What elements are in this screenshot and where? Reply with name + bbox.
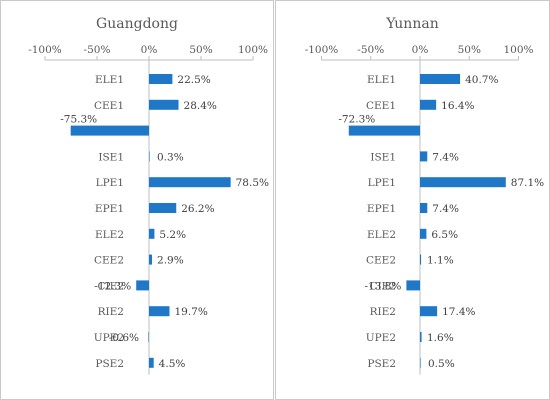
bar-guangdong-upe2	[148, 332, 149, 342]
data-label-cee1: 16.4%	[441, 100, 474, 112]
data-label-ele1: 22.5%	[177, 74, 210, 86]
chart-frame	[0, 0, 274, 400]
bar-yunnan-rie2	[420, 306, 438, 317]
chart-frame	[275, 0, 550, 400]
data-label-upe2: 1.6%	[427, 332, 454, 344]
category-label-cie2: CIE2	[97, 280, 124, 292]
data-label-lpe1: 78.5%	[236, 177, 269, 189]
data-label-pse2: 0.5%	[428, 358, 455, 370]
category-label-ele1: ELE1	[95, 74, 124, 86]
category-label-upe2: UPE2	[94, 332, 124, 344]
data-label-ele2: 6.5%	[431, 229, 458, 241]
category-label-ise1: ISE1	[370, 151, 396, 163]
bar-guangdong-cee2	[149, 254, 153, 265]
bar-guangdong-cie1	[70, 125, 149, 136]
bar-guangdong-cie2	[136, 280, 149, 291]
bar-guangdong-ele2	[149, 228, 155, 239]
bar-yunnan-cee1	[420, 99, 437, 110]
bar-yunnan-lpe1	[420, 177, 506, 188]
data-label-cee2: 1.1%	[427, 255, 454, 267]
data-label-lpe1: 87.1%	[511, 177, 544, 189]
category-label-pse2: PSE2	[95, 358, 124, 370]
bar-yunnan-cee2	[420, 254, 422, 265]
x-tick-label: 0%	[141, 44, 158, 56]
data-label-ise1: 7.4%	[432, 151, 459, 163]
data-label-ele1: 40.7%	[465, 74, 498, 86]
x-tick-label: -50%	[357, 44, 384, 56]
data-label-cie1: -72.3%	[338, 114, 375, 126]
category-label-cee2: CEE2	[94, 255, 124, 267]
bar-guangdong-rie2	[149, 306, 170, 317]
data-label-pse2: 4.5%	[159, 358, 186, 370]
bar-guangdong-cee1	[149, 99, 179, 110]
category-label-ele1: ELE1	[367, 74, 396, 86]
data-label-upe2: -0.6%	[109, 332, 139, 344]
category-label-lpe1: LPE1	[96, 177, 124, 189]
data-label-cee1: 28.4%	[184, 100, 217, 112]
category-label-cie2: CIE2	[369, 280, 396, 292]
bar-yunnan-pse2	[420, 357, 421, 368]
category-label-epe1: EPE1	[95, 203, 124, 215]
bar-yunnan-cie1	[348, 125, 420, 136]
category-label-rie2: RIE2	[370, 306, 396, 318]
chart-title: Yunnan	[385, 16, 438, 32]
data-label-ele2: 5.2%	[159, 229, 186, 241]
data-label-ise1: 0.3%	[157, 151, 184, 163]
x-tick-label: -100%	[28, 44, 62, 56]
data-label-cie2: -13.8%	[365, 280, 402, 292]
bar-guangdong-lpe1	[149, 177, 231, 188]
category-label-rie2: RIE2	[98, 306, 124, 318]
bar-yunnan-ele1	[420, 74, 461, 84]
x-tick-label: -50%	[84, 44, 111, 56]
category-label-cee1: CEE1	[366, 100, 396, 112]
bar-yunnan-cie2	[406, 280, 420, 291]
bar-yunnan-ele2	[420, 228, 427, 239]
bar-guangdong-ele1	[149, 74, 173, 84]
bar-guangdong-ise1	[149, 151, 150, 162]
bar-guangdong-epe1	[149, 203, 177, 213]
data-label-rie2: 19.7%	[174, 306, 207, 318]
data-label-rie2: 17.4%	[442, 306, 475, 318]
data-label-cie2: -12.3%	[94, 280, 131, 292]
data-label-cee2: 2.9%	[157, 255, 184, 267]
chart-panel-guangdong: Guangdong -100% -50% 0% 50% 100% ELE1 22.5% CEE1…	[0, 0, 274, 400]
category-label-epe1: EPE1	[367, 203, 396, 215]
category-label-cee2: CEE2	[366, 255, 396, 267]
x-tick-label: 100%	[238, 44, 268, 56]
category-label-upe2: UPE2	[366, 332, 396, 344]
bar-guangdong-pse2	[149, 357, 154, 368]
data-label-epe1: 26.2%	[181, 203, 214, 215]
data-label-cie1: -75.3%	[60, 114, 97, 126]
x-tick-label: 50%	[189, 44, 212, 56]
chart-title: Guangdong	[96, 16, 178, 32]
category-label-ise1: ISE1	[98, 151, 124, 163]
bar-yunnan-upe2	[420, 332, 422, 342]
category-label-ele2: ELE2	[367, 229, 396, 241]
data-label-epe1: 7.4%	[432, 203, 459, 215]
category-label-ele2: ELE2	[95, 229, 124, 241]
category-label-cee1: CEE1	[94, 100, 124, 112]
x-tick-label: -100%	[305, 44, 339, 56]
x-tick-label: 100%	[503, 44, 533, 56]
chart-panel-yunnan: Yunnan -100% -50% 0% 50% 100% ELE1 40.7% CEE1 16.…	[275, 0, 550, 400]
bar-yunnan-epe1	[420, 203, 428, 213]
x-tick-label: 50%	[458, 44, 481, 56]
category-label-pse2: PSE2	[367, 358, 396, 370]
x-tick-label: 0%	[412, 44, 429, 56]
bar-yunnan-ise1	[420, 151, 428, 162]
category-label-lpe1: LPE1	[368, 177, 396, 189]
